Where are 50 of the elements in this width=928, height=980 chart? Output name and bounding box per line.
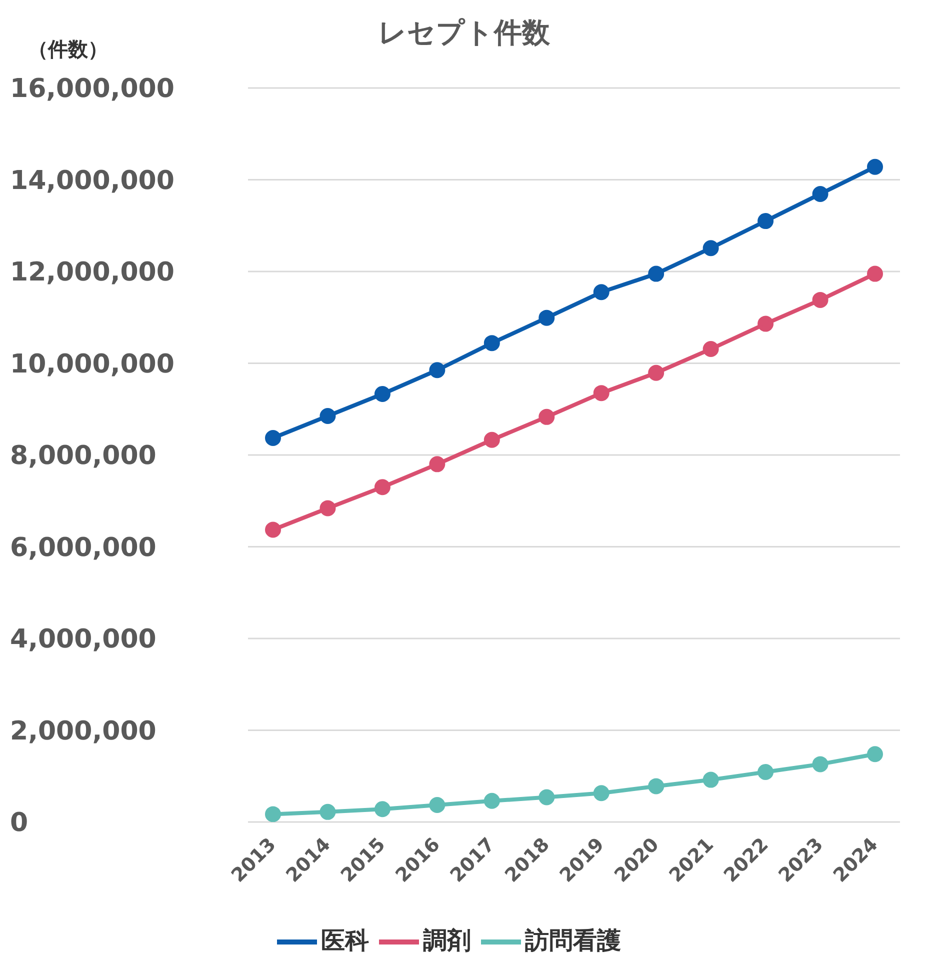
point: [374, 479, 390, 496]
point: [320, 804, 336, 820]
point: [648, 778, 664, 794]
y-tick-label: 8,000,000: [10, 441, 156, 472]
point: [702, 240, 719, 256]
point: [484, 432, 500, 448]
point: [484, 792, 500, 809]
point: [265, 806, 281, 822]
point: [867, 746, 883, 762]
point: [320, 408, 336, 424]
legend-label: 調剤: [423, 926, 471, 955]
y-tick-label: 0: [10, 808, 28, 838]
y-tick-label: 14,000,000: [10, 166, 174, 196]
point: [593, 785, 610, 802]
point: [758, 316, 774, 332]
y-axis-title: （件数）: [28, 36, 108, 63]
point: [320, 500, 336, 516]
point: [429, 797, 446, 814]
point: [429, 362, 446, 378]
point: [429, 456, 446, 472]
y-tick-label: 16,000,000: [10, 74, 174, 104]
point: [648, 364, 664, 381]
point: [867, 266, 883, 282]
point: [758, 213, 774, 230]
point: [812, 186, 828, 202]
y-tick-label: 10,000,000: [10, 349, 174, 380]
point: [812, 292, 828, 308]
point: [265, 430, 281, 446]
point: [593, 284, 610, 300]
legend-label: 医科: [321, 926, 369, 955]
point: [812, 756, 828, 772]
point: [648, 266, 664, 282]
point: [758, 764, 774, 780]
point: [538, 310, 555, 326]
y-tick-label: 2,000,000: [10, 716, 156, 746]
point: [484, 335, 500, 352]
point: [702, 341, 719, 358]
point: [538, 408, 555, 425]
point: [702, 772, 719, 788]
point: [374, 386, 390, 402]
point: [867, 158, 883, 175]
chart-title: レセプト件数: [378, 16, 550, 49]
y-tick-label: 4,000,000: [10, 624, 156, 655]
legend-label: 訪問看護: [525, 926, 621, 955]
y-tick-label: 12,000,000: [10, 258, 174, 288]
point: [538, 789, 555, 806]
point: [593, 385, 610, 402]
y-tick-label: 6,000,000: [10, 532, 156, 563]
point: [374, 801, 390, 818]
point: [265, 522, 281, 538]
